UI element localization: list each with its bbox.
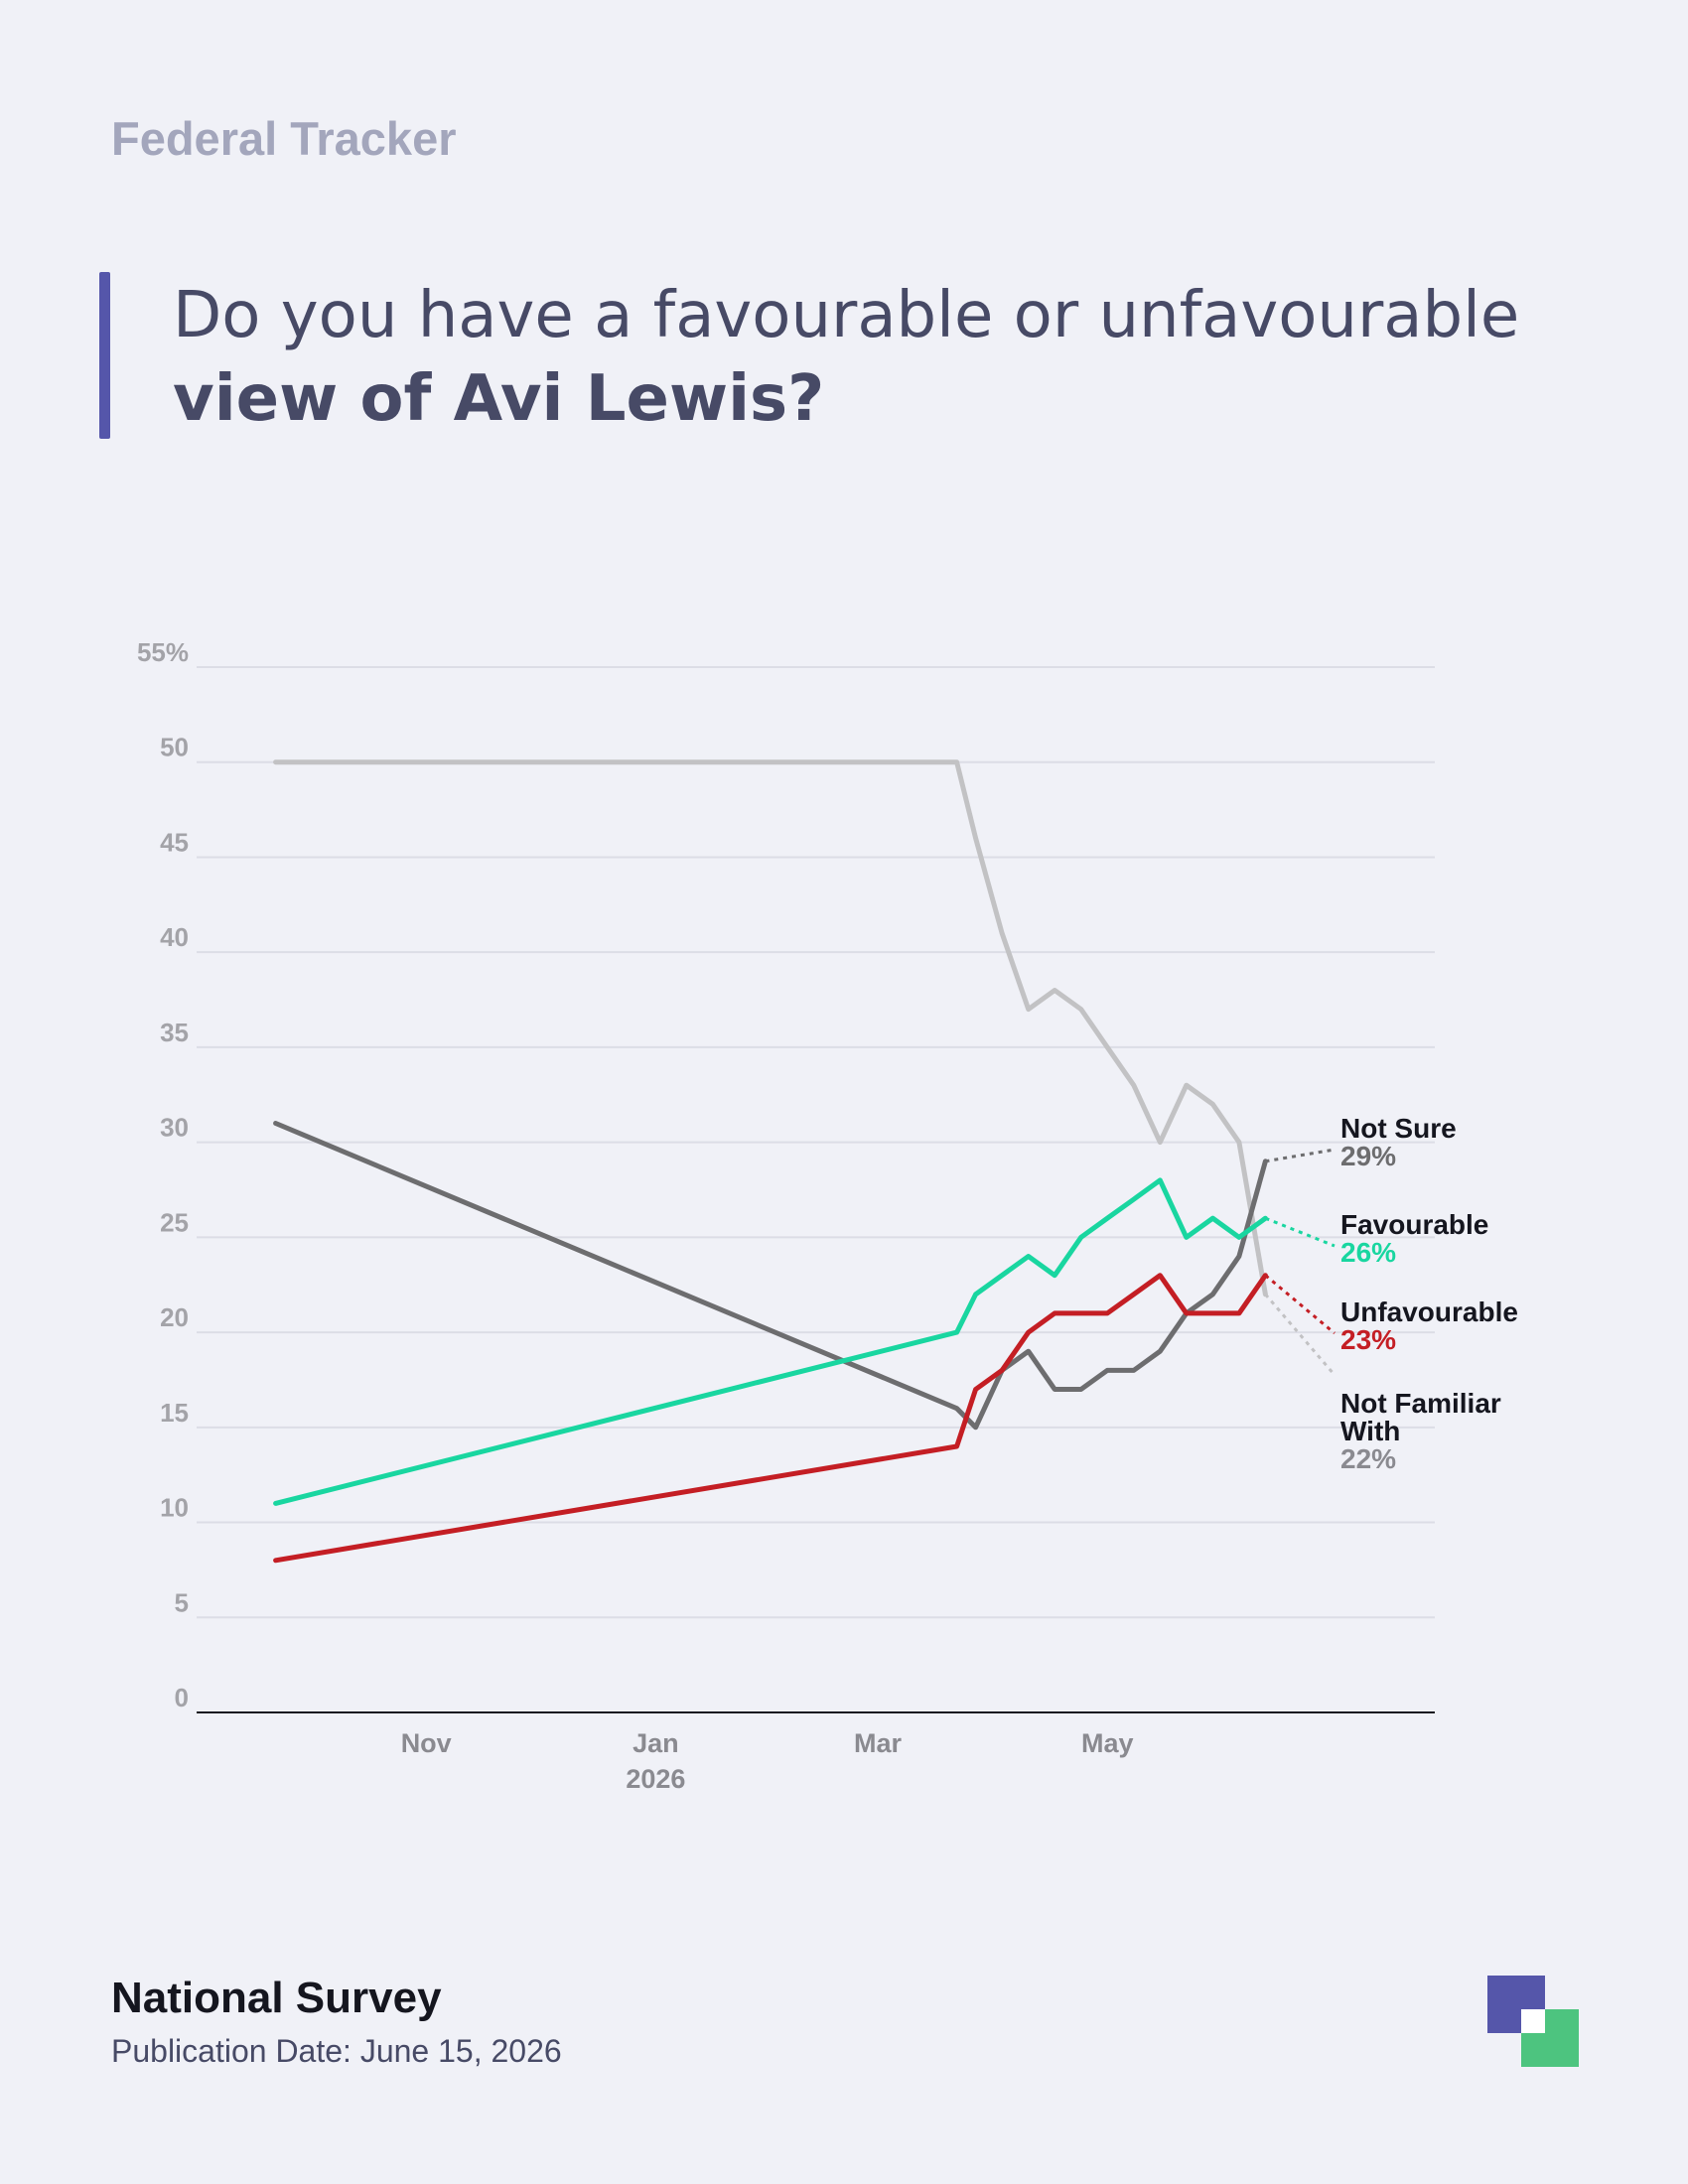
x-tick-sublabel: 2026 bbox=[626, 1764, 685, 1794]
label-connector bbox=[1264, 1216, 1336, 1248]
label-connector bbox=[1264, 1274, 1336, 1335]
y-tick-label: 55% bbox=[137, 637, 189, 667]
question-bold: view of Avi Lewis? bbox=[173, 362, 825, 436]
y-tick-label: 5 bbox=[175, 1587, 189, 1617]
label-connector bbox=[1264, 1293, 1336, 1376]
title-accent-bar bbox=[99, 272, 110, 439]
series-end-label-name: Not Sure bbox=[1340, 1113, 1457, 1144]
series-end-label-value: 29% bbox=[1340, 1141, 1396, 1171]
y-tick-label: 50 bbox=[160, 733, 189, 762]
series-end-label-value: 23% bbox=[1340, 1324, 1396, 1355]
y-tick-label: 25 bbox=[160, 1207, 189, 1237]
series-end-label-name: Not Familiar bbox=[1340, 1388, 1501, 1419]
series-end-label-value: 22% bbox=[1340, 1443, 1396, 1474]
y-tick-label: 20 bbox=[160, 1302, 189, 1332]
series-end-label-name: Unfavourable bbox=[1340, 1297, 1518, 1327]
series-end-label-name: Favourable bbox=[1340, 1209, 1488, 1240]
series-line-not-familiar-with bbox=[273, 759, 1268, 1297]
publication-date: Publication Date: June 15, 2026 bbox=[111, 2033, 562, 2069]
y-tick-label: 15 bbox=[160, 1398, 189, 1428]
series-line-not-sure bbox=[273, 1121, 1268, 1431]
x-tick-label: Jan bbox=[633, 1728, 679, 1758]
question-plain: Do you have a favourable or unfavourable bbox=[173, 279, 1520, 352]
brand-logo-icon bbox=[1487, 1976, 1579, 2067]
chart-question: Do you have a favourable or unfavourable… bbox=[173, 274, 1563, 441]
survey-name: National Survey bbox=[111, 1974, 442, 2022]
x-tick-label: Nov bbox=[401, 1728, 452, 1758]
series-line-favourable bbox=[273, 1177, 1268, 1506]
y-tick-label: 35 bbox=[160, 1018, 189, 1047]
series-end-label-value: 26% bbox=[1340, 1237, 1396, 1268]
x-tick-label: May bbox=[1081, 1728, 1134, 1758]
y-tick-label: 30 bbox=[160, 1113, 189, 1143]
brand-label: Federal Tracker bbox=[111, 112, 457, 165]
y-tick-label: 10 bbox=[160, 1493, 189, 1523]
series-end-label-name: With bbox=[1340, 1416, 1400, 1446]
y-tick-label: 40 bbox=[160, 922, 189, 952]
x-tick-label: Mar bbox=[854, 1728, 903, 1758]
y-tick-label: 0 bbox=[175, 1683, 189, 1712]
series-line-unfavourable bbox=[273, 1273, 1268, 1564]
line-chart: 0 5 10 15 20 25 30 35 40 45 50 55% Nov Jan 2026 Mar May N… bbox=[137, 637, 1518, 1794]
y-tick-label: 45 bbox=[160, 827, 189, 857]
label-connector bbox=[1265, 1148, 1336, 1163]
